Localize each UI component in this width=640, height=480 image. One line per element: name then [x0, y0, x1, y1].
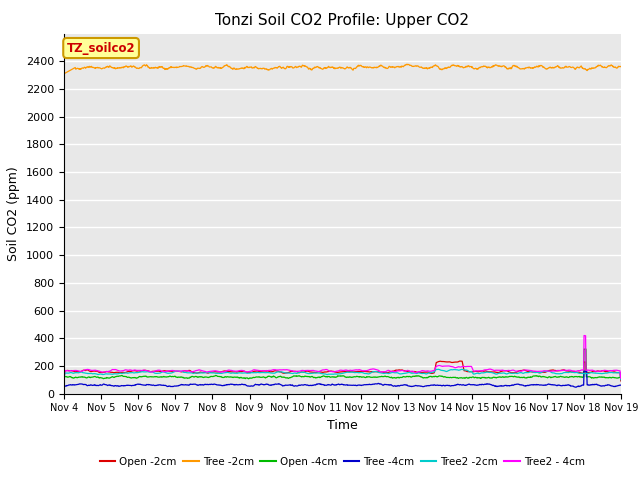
Text: TZ_soilco2: TZ_soilco2 — [67, 42, 136, 55]
Y-axis label: Soil CO2 (ppm): Soil CO2 (ppm) — [8, 166, 20, 261]
Title: Tonzi Soil CO2 Profile: Upper CO2: Tonzi Soil CO2 Profile: Upper CO2 — [216, 13, 469, 28]
Legend: Open -2cm, Tree -2cm, Open -4cm, Tree -4cm, Tree2 -2cm, Tree2 - 4cm: Open -2cm, Tree -2cm, Open -4cm, Tree -4… — [95, 453, 589, 471]
X-axis label: Time: Time — [327, 419, 358, 432]
